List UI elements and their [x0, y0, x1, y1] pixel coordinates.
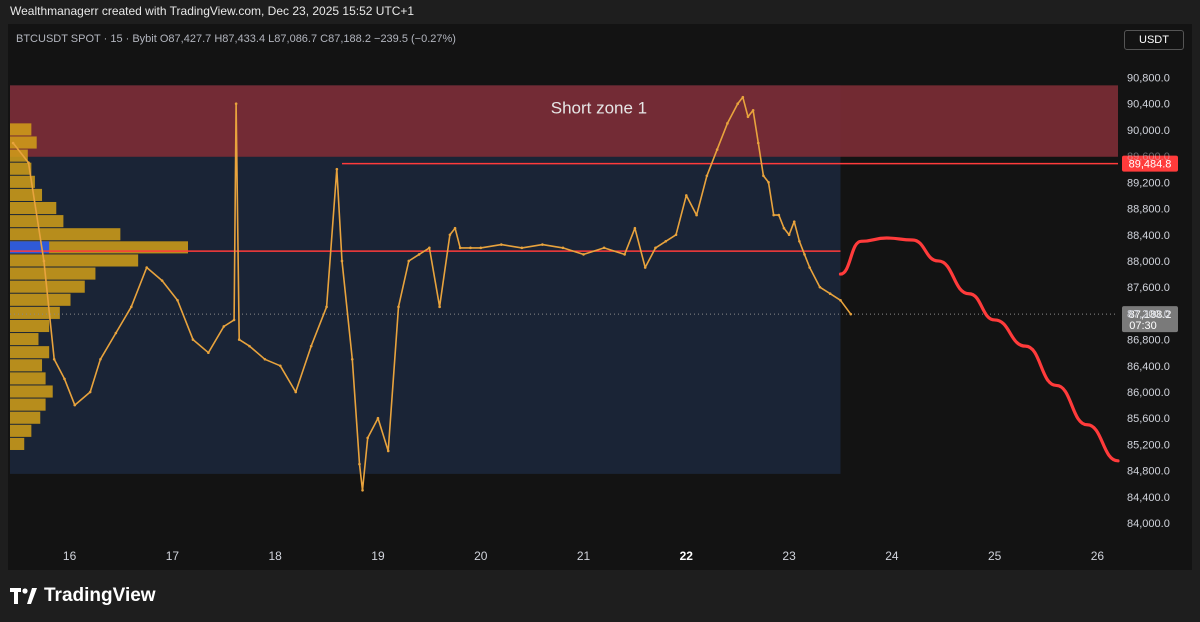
ohlc-low: L87,086.7 [268, 33, 318, 45]
currency-button[interactable]: USDT [1124, 30, 1184, 50]
symbol-info-line: BTCUSDT SPOT · 15 · Bybit O87,427.7 H87,… [16, 33, 456, 45]
brand-name: TradingView [44, 585, 156, 606]
chart-caption: Wealthmanagerr created with TradingView.… [10, 4, 415, 18]
price-change: −239.5 (−0.27%) [374, 33, 456, 45]
tradingview-logo-icon [10, 588, 37, 604]
symbol-name[interactable]: BTCUSDT SPOT · 15 · Bybit [16, 33, 157, 45]
brand-footer: TradingView [10, 585, 156, 607]
chart-panel[interactable] [8, 24, 1192, 570]
ohlc-high: H87,433.4 [214, 33, 266, 45]
ohlc-open: O87,427.7 [159, 33, 212, 45]
ohlc-close: C87,188.2 [320, 33, 371, 45]
